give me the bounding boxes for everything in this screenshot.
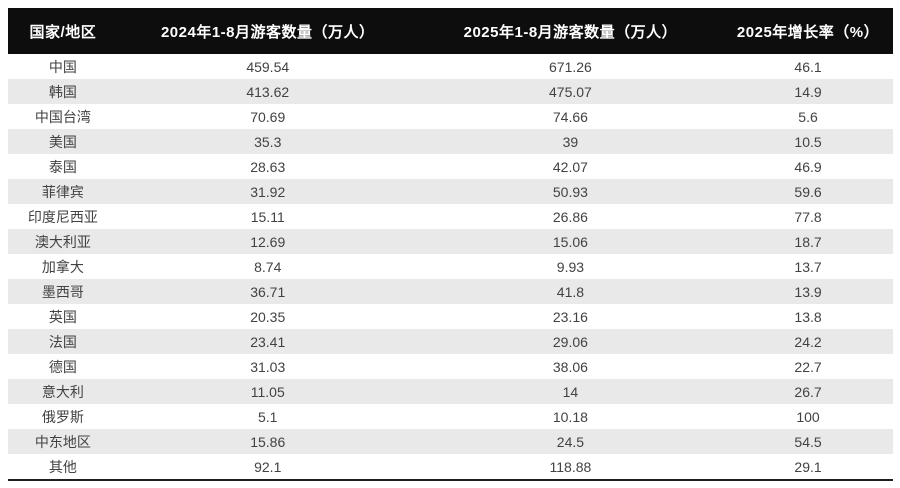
growth-rate-cell: 59.6 [794, 183, 822, 200]
visitors-2025-cell: 39 [562, 133, 579, 150]
visitors-2025-cell: 475.07 [549, 83, 592, 100]
visitors-2025-cell: 29.06 [552, 333, 588, 350]
growth-rate-cell: 100 [796, 408, 820, 425]
visitors-2025-cell: 9.93 [556, 258, 585, 275]
country-cell: 菲律宾 [41, 183, 84, 200]
country-cell: 德国 [48, 358, 77, 375]
table-row: 中东地区 15.86 24.5 54.5 [8, 429, 893, 454]
growth-rate-cell: 22.7 [794, 358, 822, 375]
table-row: 墨西哥 36.71 41.8 13.9 [8, 279, 893, 304]
visitor-stats-table-container: 国家/地区 2024年1-8月游客数量（万人） 2025年1-8月游客数量（万人… [8, 8, 893, 481]
visitors-2024-cell: 70.69 [250, 108, 286, 125]
visitors-2024-cell: 12.69 [250, 233, 286, 250]
growth-rate-cell: 18.7 [794, 233, 822, 250]
visitors-2024-cell: 15.86 [250, 433, 286, 450]
country-cell: 美国 [48, 133, 77, 150]
visitors-2025-cell: 26.86 [552, 208, 588, 225]
country-cell: 泰国 [48, 158, 77, 175]
growth-rate-cell: 13.8 [794, 308, 822, 325]
country-cell: 加拿大 [41, 258, 84, 275]
country-cell: 中国 [48, 58, 77, 75]
visitors-2024-cell: 35.3 [254, 133, 282, 150]
growth-rate-cell: 10.5 [794, 133, 822, 150]
visitors-2024-cell: 15.11 [250, 208, 285, 225]
table-row: 美国 35.3 39 10.5 [8, 129, 893, 154]
visitors-2025-cell: 15.06 [552, 233, 588, 250]
country-cell: 意大利 [41, 383, 84, 400]
visitors-2024-cell: 8.74 [254, 258, 282, 275]
country-cell: 中东地区 [34, 433, 91, 450]
table-row: 泰国 28.63 42.07 46.9 [8, 154, 893, 179]
country-cell: 法国 [48, 333, 77, 350]
visitors-2024-cell: 5.1 [258, 408, 278, 425]
visitors-2025-cell: 38.06 [552, 358, 588, 375]
visitors-2025-cell: 14 [562, 383, 579, 400]
visitors-2024-cell: 20.35 [250, 308, 286, 325]
visitors-2024-cell: 413.62 [246, 83, 290, 100]
table-row: 印度尼西亚 15.11 26.86 77.8 [8, 204, 893, 229]
table-row: 法国 23.41 29.06 24.2 [8, 329, 893, 354]
column-header-2025-visitors: 2025年1-8月游客数量（万人） [417, 8, 724, 54]
country-cell: 中国台湾 [34, 108, 91, 125]
table-body: 中国 459.54 671.26 46.1 韩国 413.62 475.07 14.9 中国台湾… [8, 54, 893, 480]
growth-rate-cell: 54.5 [794, 433, 822, 450]
table-row: 俄罗斯 5.1 10.18 100 [8, 404, 893, 429]
table-row: 英国 20.35 23.16 13.8 [8, 304, 893, 329]
visitors-2024-cell: 31.03 [250, 358, 286, 375]
table-row: 其他 92.1 118.88 29.1 [8, 454, 893, 480]
growth-rate-cell: 29.1 [794, 458, 822, 475]
visitors-2025-cell: 74.66 [552, 108, 588, 125]
visitor-stats-table: 国家/地区 2024年1-8月游客数量（万人） 2025年1-8月游客数量（万人… [8, 8, 893, 481]
growth-rate-cell: 14.9 [794, 83, 822, 100]
header-row: 国家/地区 2024年1-8月游客数量（万人） 2025年1-8月游客数量（万人… [8, 8, 893, 54]
visitors-2024-cell: 28.63 [250, 158, 286, 175]
table-header: 国家/地区 2024年1-8月游客数量（万人） 2025年1-8月游客数量（万人… [8, 8, 893, 54]
visitors-2025-cell: 41.8 [556, 283, 585, 300]
growth-rate-cell: 77.8 [794, 208, 822, 225]
table-row: 韩国 413.62 475.07 14.9 [8, 79, 893, 104]
visitors-2025-cell: 118.88 [549, 458, 592, 475]
growth-rate-cell: 24.2 [794, 333, 822, 350]
country-cell: 印度尼西亚 [27, 208, 98, 225]
visitors-2024-cell: 92.1 [254, 458, 282, 475]
visitors-2025-cell: 42.07 [552, 158, 588, 175]
column-header-growth-rate: 2025年增长率（%） [723, 8, 893, 54]
column-header-2024-visitors: 2024年1-8月游客数量（万人） [117, 8, 418, 54]
country-cell: 俄罗斯 [41, 408, 84, 425]
country-cell: 澳大利亚 [34, 233, 91, 250]
country-cell: 其他 [48, 458, 77, 475]
growth-rate-cell: 5.6 [798, 108, 818, 125]
column-header-country: 国家/地区 [8, 8, 118, 54]
country-cell: 英国 [48, 308, 77, 325]
visitors-2024-cell: 36.71 [250, 283, 286, 300]
country-cell: 墨西哥 [41, 283, 84, 300]
growth-rate-cell: 13.9 [794, 283, 822, 300]
table-row: 澳大利亚 12.69 15.06 18.7 [8, 229, 893, 254]
visitors-2025-cell: 10.18 [552, 408, 588, 425]
visitors-2024-cell: 11.05 [250, 383, 285, 400]
growth-rate-cell: 26.7 [794, 383, 822, 400]
table-row: 意大利 11.05 14 26.7 [8, 379, 893, 404]
visitors-2024-cell: 459.54 [246, 58, 290, 75]
table-row: 德国 31.03 38.06 22.7 [8, 354, 893, 379]
growth-rate-cell: 46.9 [794, 158, 822, 175]
visitors-2025-cell: 671.26 [549, 58, 592, 75]
growth-rate-cell: 46.1 [794, 58, 822, 75]
visitors-2025-cell: 24.5 [556, 433, 585, 450]
table-row: 中国 459.54 671.26 46.1 [8, 54, 893, 79]
table-row: 加拿大 8.74 9.93 13.7 [8, 254, 893, 279]
visitors-2024-cell: 23.41 [250, 333, 286, 350]
table-row: 中国台湾 70.69 74.66 5.6 [8, 104, 893, 129]
visitors-2025-cell: 23.16 [552, 308, 588, 325]
table-row: 菲律宾 31.92 50.93 59.6 [8, 179, 893, 204]
country-cell: 韩国 [48, 83, 77, 100]
growth-rate-cell: 13.7 [794, 258, 822, 275]
visitors-2025-cell: 50.93 [552, 183, 588, 200]
visitors-2024-cell: 31.92 [250, 183, 286, 200]
